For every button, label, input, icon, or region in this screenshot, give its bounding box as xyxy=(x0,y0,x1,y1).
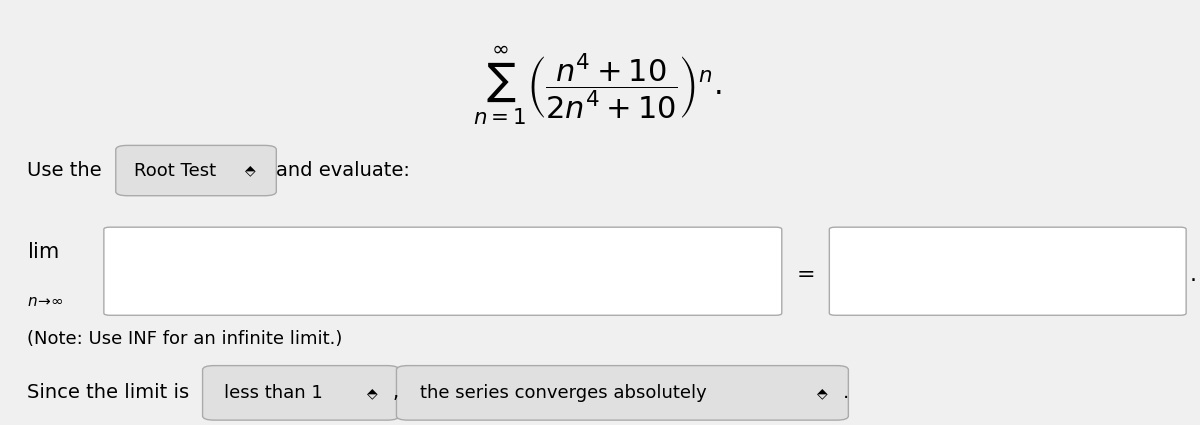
Text: the series converges absolutely: the series converges absolutely xyxy=(420,384,707,402)
Text: ,: , xyxy=(392,383,398,402)
FancyBboxPatch shape xyxy=(115,145,276,196)
Text: less than 1: less than 1 xyxy=(224,384,323,402)
Text: $\lim$: $\lim$ xyxy=(26,242,59,262)
Text: $n\!\to\!\infty$: $n\!\to\!\infty$ xyxy=(26,294,62,309)
Text: and evaluate:: and evaluate: xyxy=(276,161,410,180)
Text: =: = xyxy=(797,266,815,286)
FancyBboxPatch shape xyxy=(203,366,398,420)
Text: Use the: Use the xyxy=(26,161,101,180)
Text: ⬘: ⬘ xyxy=(817,386,828,400)
Text: (Note: Use INF for an infinite limit.): (Note: Use INF for an infinite limit.) xyxy=(26,330,342,348)
FancyBboxPatch shape xyxy=(104,227,781,315)
Text: .: . xyxy=(1189,266,1196,286)
FancyBboxPatch shape xyxy=(396,366,848,420)
FancyBboxPatch shape xyxy=(829,227,1186,315)
Text: $\sum_{n=1}^{\infty} \left(\dfrac{n^4 + 10}{2n^4 + 10}\right)^n.$: $\sum_{n=1}^{\infty} \left(\dfrac{n^4 + … xyxy=(473,45,721,127)
Text: ⬘: ⬘ xyxy=(367,386,378,400)
Text: ⬘: ⬘ xyxy=(245,164,256,178)
Text: Since the limit is: Since the limit is xyxy=(26,383,188,402)
Text: .: . xyxy=(842,383,848,402)
Text: Root Test: Root Test xyxy=(133,162,216,179)
